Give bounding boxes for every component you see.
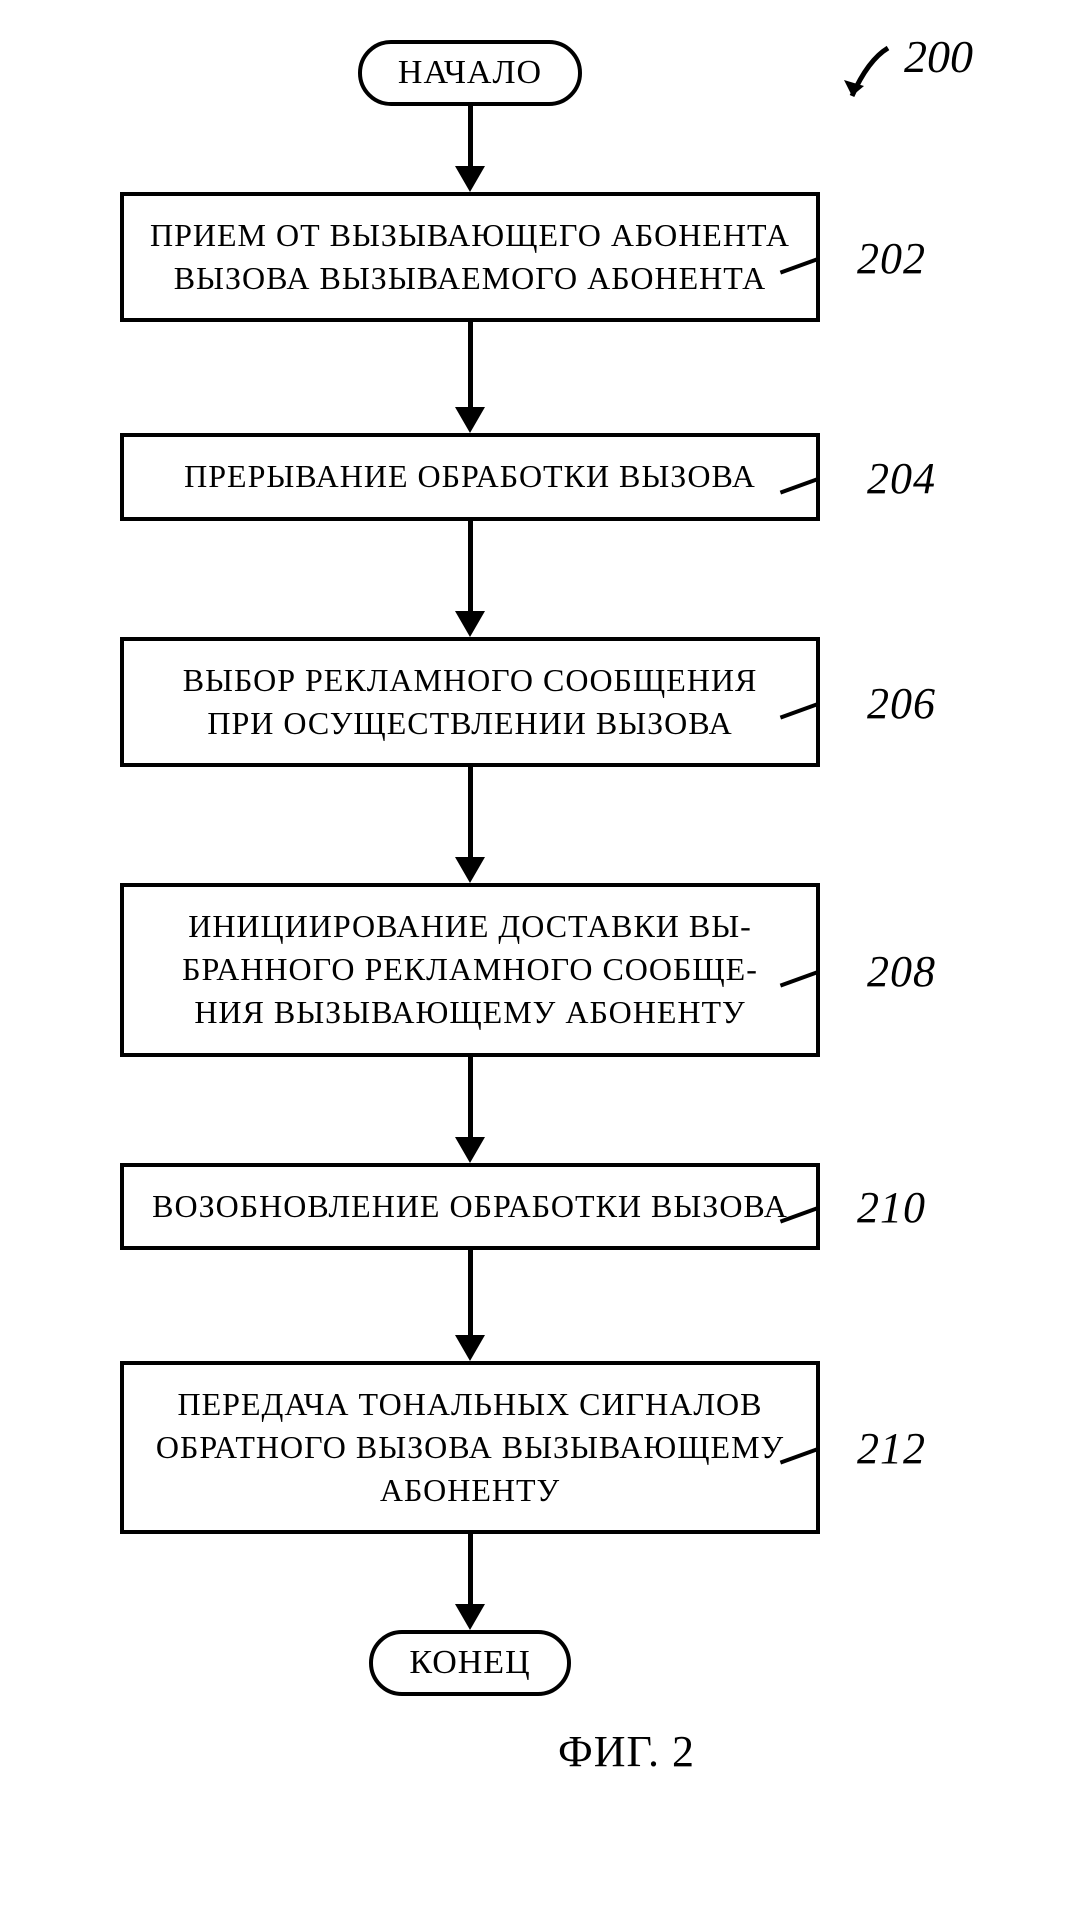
process-202-text: ПРИЕМ ОТ ВЫЗЫВАЮЩЕГО АБОНЕНТА ВЫЗОВА ВЫЗ…: [150, 217, 790, 296]
ref-label-202: 202: [857, 229, 926, 288]
arrow: [455, 521, 485, 637]
process-204-text: ПРЕРЫВАНИЕ ОБРАБОТКИ ВЫЗОВА: [184, 458, 756, 494]
flowchart-diagram: 200 НАЧАЛО ПРИЕМ ОТ ВЫЗЫВАЮЩЕГО АБОНЕНТА…: [30, 40, 1043, 1777]
ref-label-204: 204: [867, 449, 936, 508]
terminal-start-text: НАЧАЛО: [398, 54, 542, 91]
ref-tick: [780, 477, 819, 494]
process-206-text: ВЫБОР РЕКЛАМНОГО СООБЩЕНИЯ ПРИ ОСУЩЕСТВЛ…: [183, 662, 758, 741]
process-208: ИНИЦИИРОВАНИЕ ДОСТАВКИ ВЫ- БРАННОГО РЕКЛ…: [120, 883, 820, 1057]
arrow: [455, 1534, 485, 1630]
arrow: [455, 767, 485, 883]
arrow: [455, 1250, 485, 1361]
ref-label-212: 212: [857, 1419, 926, 1478]
terminal-end-text: КОНЕЦ: [409, 1644, 530, 1681]
ref-tick: [780, 970, 819, 987]
callout-arrow-icon: [838, 40, 898, 110]
process-212: ПЕРЕДАЧА ТОНАЛЬНЫХ СИГНАЛОВ ОБРАТНОГО ВЫ…: [120, 1361, 820, 1535]
ref-label-206: 206: [867, 674, 936, 733]
process-202: ПРИЕМ ОТ ВЫЗЫВАЮЩЕГО АБОНЕНТА ВЫЗОВА ВЫЗ…: [120, 192, 820, 322]
process-212-text: ПЕРЕДАЧА ТОНАЛЬНЫХ СИГНАЛОВ ОБРАТНОГО ВЫ…: [156, 1386, 784, 1508]
ref-label-210: 210: [857, 1178, 926, 1237]
ref-label-208: 208: [867, 942, 936, 1001]
flow-column: НАЧАЛО ПРИЕМ ОТ ВЫЗЫВАЮЩЕГО АБОНЕНТА ВЫЗ…: [90, 40, 850, 1696]
terminal-end: КОНЕЦ: [369, 1630, 570, 1696]
process-210: ВОЗОБНОВЛЕНИЕ ОБРАБОТКИ ВЫЗОВА 210: [120, 1163, 820, 1250]
process-206: ВЫБОР РЕКЛАМНОГО СООБЩЕНИЯ ПРИ ОСУЩЕСТВЛ…: [120, 637, 820, 767]
figure-caption: ФИГ. 2: [210, 1726, 1043, 1777]
ref-tick: [780, 702, 819, 719]
arrow: [455, 1057, 485, 1163]
ref-tick: [780, 257, 819, 274]
diagram-ref-number: 200: [904, 30, 973, 83]
terminal-start: НАЧАЛО: [358, 40, 582, 106]
arrow: [455, 322, 485, 433]
process-208-text: ИНИЦИИРОВАНИЕ ДОСТАВКИ ВЫ- БРАННОГО РЕКЛ…: [182, 908, 758, 1030]
arrow: [455, 106, 485, 192]
process-210-text: ВОЗОБНОВЛЕНИЕ ОБРАБОТКИ ВЫЗОВА: [152, 1188, 788, 1224]
ref-tick: [780, 1448, 819, 1465]
process-204: ПРЕРЫВАНИЕ ОБРАБОТКИ ВЫЗОВА 204: [120, 433, 820, 520]
diagram-ref-callout: 200: [838, 40, 973, 110]
